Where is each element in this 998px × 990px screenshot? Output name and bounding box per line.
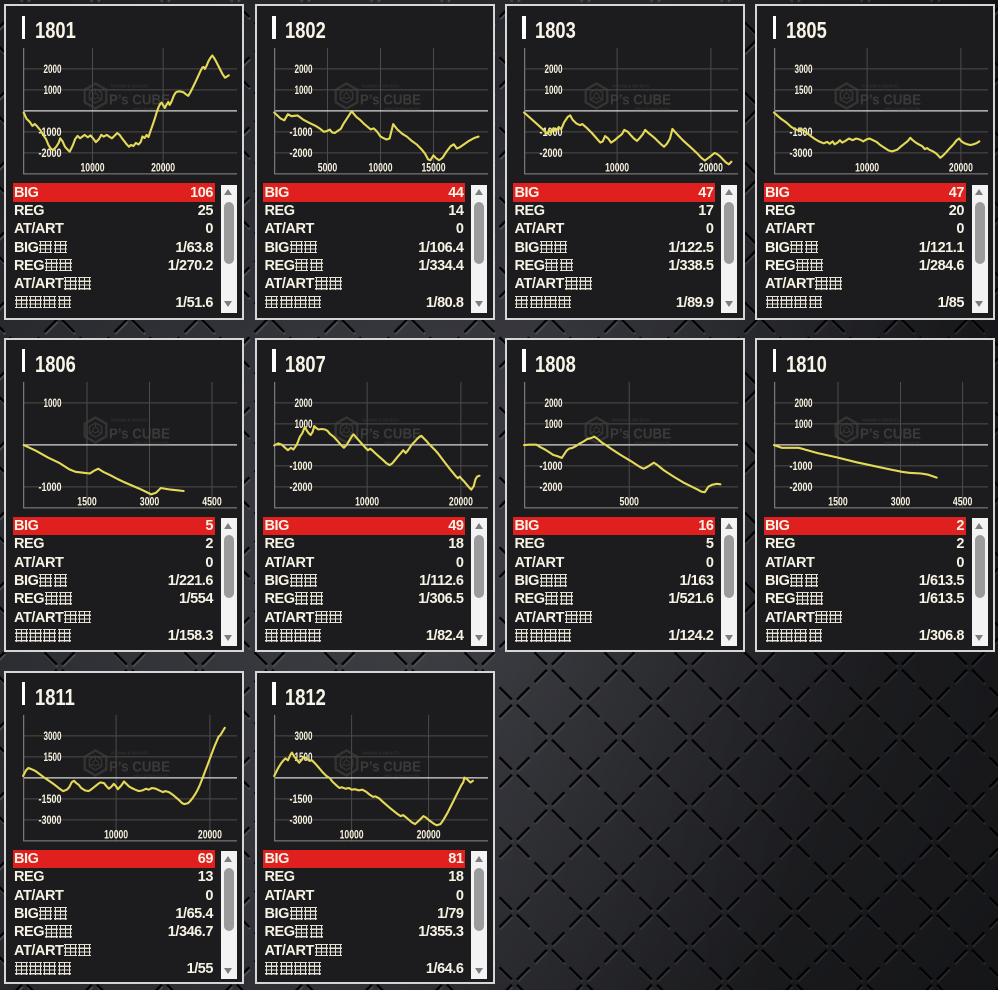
svg-text:1000: 1000 [44, 83, 62, 97]
svg-text:1500: 1500 [828, 494, 848, 508]
svg-text:20000: 20000 [151, 161, 175, 175]
svg-text:20000: 20000 [698, 161, 722, 175]
svg-text:4500: 4500 [953, 494, 973, 508]
svg-text:-2000: -2000 [790, 480, 813, 494]
svg-text:1000: 1000 [294, 83, 312, 97]
svg-text:-3000: -3000 [39, 813, 62, 827]
svg-text:-1000: -1000 [289, 459, 312, 473]
svg-text:3000: 3000 [140, 494, 160, 508]
svg-text:2000: 2000 [544, 396, 562, 410]
svg-text:-1500: -1500 [39, 792, 62, 806]
svg-text:2000: 2000 [294, 396, 312, 410]
svg-text:4500: 4500 [202, 494, 222, 508]
svg-text:2000: 2000 [294, 62, 312, 76]
svg-text:1000: 1000 [544, 417, 562, 431]
svg-text:2000: 2000 [44, 62, 62, 76]
svg-text:10000: 10000 [355, 494, 379, 508]
svg-text:1000: 1000 [294, 417, 312, 431]
svg-text:1000: 1000 [44, 396, 62, 410]
svg-text:20000: 20000 [949, 161, 973, 175]
svg-text:2000: 2000 [544, 62, 562, 76]
svg-text:-2000: -2000 [39, 146, 62, 160]
svg-text:1500: 1500 [795, 83, 813, 97]
svg-text:-1000: -1000 [539, 459, 562, 473]
svg-text:10000: 10000 [81, 161, 105, 175]
svg-text:-2000: -2000 [539, 480, 562, 494]
svg-text:-1000: -1000 [790, 459, 813, 473]
svg-text:3000: 3000 [891, 494, 911, 508]
svg-text:-2000: -2000 [289, 146, 312, 160]
svg-text:1500: 1500 [77, 494, 97, 508]
svg-text:-3000: -3000 [790, 146, 813, 160]
svg-text:20000: 20000 [416, 827, 440, 841]
svg-text:2000: 2000 [795, 396, 813, 410]
svg-text:-1000: -1000 [289, 125, 312, 139]
svg-text:-2000: -2000 [289, 480, 312, 494]
svg-text:1000: 1000 [544, 83, 562, 97]
svg-text:15000: 15000 [421, 161, 445, 175]
svg-text:1500: 1500 [44, 750, 62, 764]
svg-text:10000: 10000 [605, 161, 629, 175]
svg-text:-1000: -1000 [39, 480, 62, 494]
svg-text:3000: 3000 [294, 729, 312, 743]
svg-text:10000: 10000 [368, 161, 392, 175]
svg-text:10000: 10000 [339, 827, 363, 841]
svg-text:10000: 10000 [104, 827, 128, 841]
svg-text:-1500: -1500 [289, 792, 312, 806]
svg-text:1000: 1000 [795, 417, 813, 431]
svg-text:5000: 5000 [619, 494, 639, 508]
svg-text:3000: 3000 [44, 729, 62, 743]
svg-text:-2000: -2000 [539, 146, 562, 160]
svg-text:3000: 3000 [795, 62, 813, 76]
svg-text:10000: 10000 [855, 161, 879, 175]
svg-text:-3000: -3000 [289, 813, 312, 827]
svg-text:5000: 5000 [317, 161, 337, 175]
svg-text:20000: 20000 [198, 827, 222, 841]
svg-text:20000: 20000 [448, 494, 472, 508]
